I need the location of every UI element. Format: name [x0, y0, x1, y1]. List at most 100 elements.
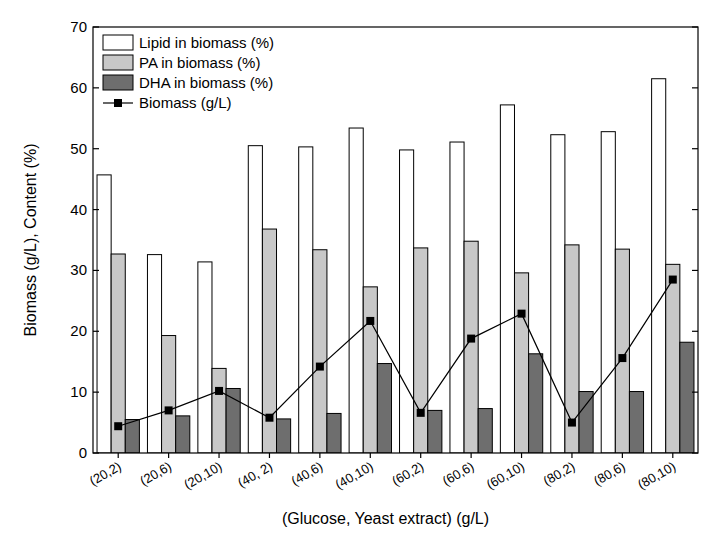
- x-tick: [370, 453, 371, 458]
- y-tick-label: 70: [70, 18, 87, 35]
- y-tick: [692, 148, 698, 149]
- bar: [428, 410, 442, 453]
- bar: [551, 135, 565, 453]
- bar: [111, 254, 125, 453]
- bar: [565, 245, 579, 453]
- y-tick-label: 0: [79, 444, 87, 461]
- y-tick: [93, 87, 99, 88]
- x-tick-label: (40, 2): [235, 459, 275, 491]
- x-tick: [622, 453, 623, 458]
- marker: [417, 409, 425, 417]
- bar: [97, 175, 111, 453]
- bar: [176, 416, 190, 453]
- marker: [265, 414, 273, 422]
- y-tick: [692, 87, 698, 88]
- y-tick: [692, 209, 698, 210]
- bar: [277, 419, 291, 453]
- x-tick: [571, 453, 572, 458]
- bar: [414, 248, 428, 453]
- bar: [377, 364, 391, 453]
- y-tick: [93, 452, 99, 453]
- marker: [316, 363, 324, 371]
- bar: [363, 287, 377, 453]
- x-tick-label: (20,6): [137, 459, 174, 489]
- legend-label: Biomass (g/L): [139, 94, 232, 111]
- bar: [299, 147, 313, 453]
- marker: [165, 406, 173, 414]
- bar: [680, 342, 694, 453]
- x-tick: [319, 453, 320, 458]
- y-tick: [93, 270, 99, 271]
- bar: [313, 250, 327, 453]
- x-tick: [420, 453, 421, 458]
- legend-swatch: [103, 55, 133, 70]
- bar: [629, 392, 643, 453]
- x-tick-label: (60,2): [389, 459, 426, 489]
- bar: [450, 142, 464, 453]
- x-tick-label: (80,10): [635, 459, 678, 493]
- y-tick: [692, 452, 698, 453]
- marker: [467, 335, 475, 343]
- bar: [262, 229, 276, 453]
- x-tick-label: (60,10): [484, 459, 527, 493]
- legend-label: Lipid in biomass (%): [139, 34, 274, 51]
- bar: [500, 105, 514, 453]
- y-tick-label: 50: [70, 140, 87, 157]
- marker: [568, 419, 576, 427]
- bar: [327, 413, 341, 453]
- y-tick: [692, 270, 698, 271]
- y-tick-label: 20: [70, 322, 87, 339]
- x-tick-label: (60,6): [440, 459, 477, 489]
- x-tick: [168, 453, 169, 458]
- x-tick-label: (40,10): [333, 459, 376, 493]
- chart: 0 10 20 30 40 50 60 70 (20,2) (20,6)(20,10) (40, 2…: [0, 0, 705, 538]
- bar: [579, 392, 593, 453]
- marker: [669, 276, 677, 284]
- bar: [349, 128, 363, 453]
- x-tick-label: (80,6): [591, 459, 628, 489]
- y-tick: [93, 392, 99, 393]
- x-tick-label: (20,10): [181, 459, 224, 493]
- y-tick: [692, 392, 698, 393]
- x-tick: [118, 453, 119, 458]
- legend-label: DHA in biomass (%): [139, 74, 273, 91]
- y-tick-label: 10: [70, 383, 87, 400]
- bar: [478, 409, 492, 453]
- bar: [464, 241, 478, 453]
- y-tick-label: 30: [70, 261, 87, 278]
- legend-swatch: [103, 75, 133, 90]
- bar: [529, 354, 543, 453]
- bar: [666, 264, 680, 453]
- marker: [114, 422, 122, 430]
- bar: [162, 336, 176, 453]
- bar: [147, 255, 161, 453]
- y-tick: [93, 209, 99, 210]
- y-tick: [93, 26, 99, 27]
- legend-label: PA in biomass (%): [139, 54, 260, 71]
- plot-frame: [93, 27, 698, 453]
- y-tick: [93, 331, 99, 332]
- legend-swatch: [103, 35, 133, 50]
- bar: [198, 262, 212, 453]
- x-axis-label: (Glucose, Yeast extract) (g/L): [282, 510, 489, 527]
- marker: [215, 387, 223, 395]
- x-tick: [218, 453, 219, 458]
- x-tick-label: (80,2): [541, 459, 578, 489]
- x-tick: [672, 453, 673, 458]
- legend-swatch: [114, 99, 122, 107]
- x-tick: [269, 453, 270, 458]
- bar: [652, 79, 666, 453]
- bar: [125, 420, 139, 453]
- legend: Lipid in biomass (%) PA in biomass (%) DHA…: [103, 34, 274, 111]
- bar: [601, 132, 615, 453]
- x-tick-label: (40,6): [288, 459, 325, 489]
- line: [118, 280, 673, 427]
- bar: [514, 273, 528, 453]
- plot-area: [97, 79, 694, 453]
- marker: [518, 310, 526, 318]
- x-tick-label: (20,2): [87, 459, 124, 489]
- x-tick: [471, 453, 472, 458]
- y-tick: [692, 26, 698, 27]
- y-tick-label: 40: [70, 201, 87, 218]
- y-tick-label: 60: [70, 79, 87, 96]
